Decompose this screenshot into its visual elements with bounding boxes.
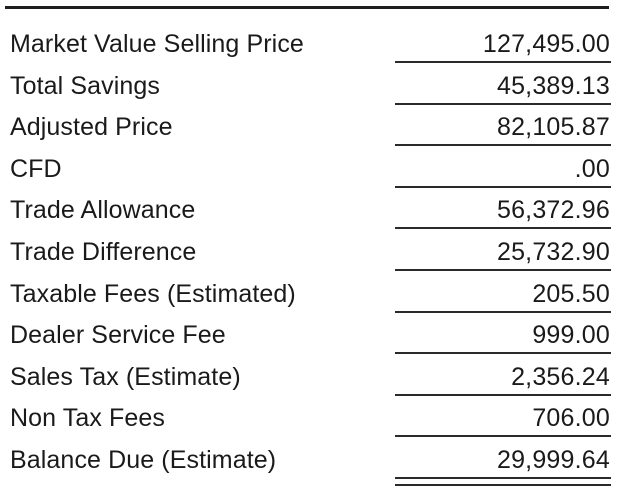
label-taxable-fees: Taxable Fees (Estimated) [10,279,296,308]
row-market-value-selling-price: Market Value Selling Price 127,495.00 [0,25,640,67]
label-total-savings: Total Savings [10,71,160,100]
value-double-underline [395,476,611,479]
value-underline [395,61,611,63]
row-non-tax-fees: Non Tax Fees 706.00 [0,399,640,441]
row-trade-allowance: Trade Allowance 56,372.96 [0,191,640,233]
value-trade-allowance: 56,372.96 [496,196,610,225]
value-balance-due: 29,999.64 [496,445,610,474]
row-taxable-fees: Taxable Fees (Estimated) 205.50 [0,275,640,317]
value-underline [395,393,611,396]
value-underline [395,352,611,355]
summary-rows: Market Value Selling Price 127,495.00 To… [0,25,640,483]
value-sales-tax: 2,356.24 [511,362,610,391]
row-cfd: CFD .00 [0,150,640,192]
row-trade-difference: Trade Difference 25,732.90 [0,233,640,275]
label-market-value-selling-price: Market Value Selling Price [10,30,304,58]
row-adjusted-price: Adjusted Price 82,105.87 [0,108,640,150]
value-trade-difference: 25,732.90 [496,237,610,266]
value-underline [395,102,611,105]
value-taxable-fees: 205.50 [532,279,610,308]
value-cfd: .00 [574,154,610,183]
label-trade-allowance: Trade Allowance [10,196,196,225]
top-divider [5,6,609,9]
value-underline [395,185,611,188]
label-adjusted-price: Adjusted Price [10,113,173,142]
value-total-savings: 45,389.13 [496,71,610,100]
value-non-tax-fees: 706.00 [532,404,610,433]
value-underline [395,227,611,230]
value-underline [395,310,611,313]
value-underline [395,144,611,147]
label-balance-due: Balance Due (Estimate) [10,445,277,474]
label-trade-difference: Trade Difference [10,237,197,266]
value-dealer-service-fee: 999.00 [532,321,610,350]
row-total-savings: Total Savings 45,389.13 [0,67,640,109]
row-sales-tax: Sales Tax (Estimate) 2,356.24 [0,358,640,400]
value-market-value-selling-price: 127,495.00 [482,30,610,58]
row-dealer-service-fee: Dealer Service Fee 999.00 [0,316,640,358]
row-balance-due: Balance Due (Estimate) 29,999.64 [0,441,640,483]
value-adjusted-price: 82,105.87 [496,113,610,142]
label-dealer-service-fee: Dealer Service Fee [10,321,226,350]
label-cfd: CFD [10,154,62,183]
value-underline [395,435,611,438]
label-sales-tax: Sales Tax (Estimate) [10,362,241,391]
label-non-tax-fees: Non Tax Fees [10,404,165,433]
value-underline [395,268,611,271]
